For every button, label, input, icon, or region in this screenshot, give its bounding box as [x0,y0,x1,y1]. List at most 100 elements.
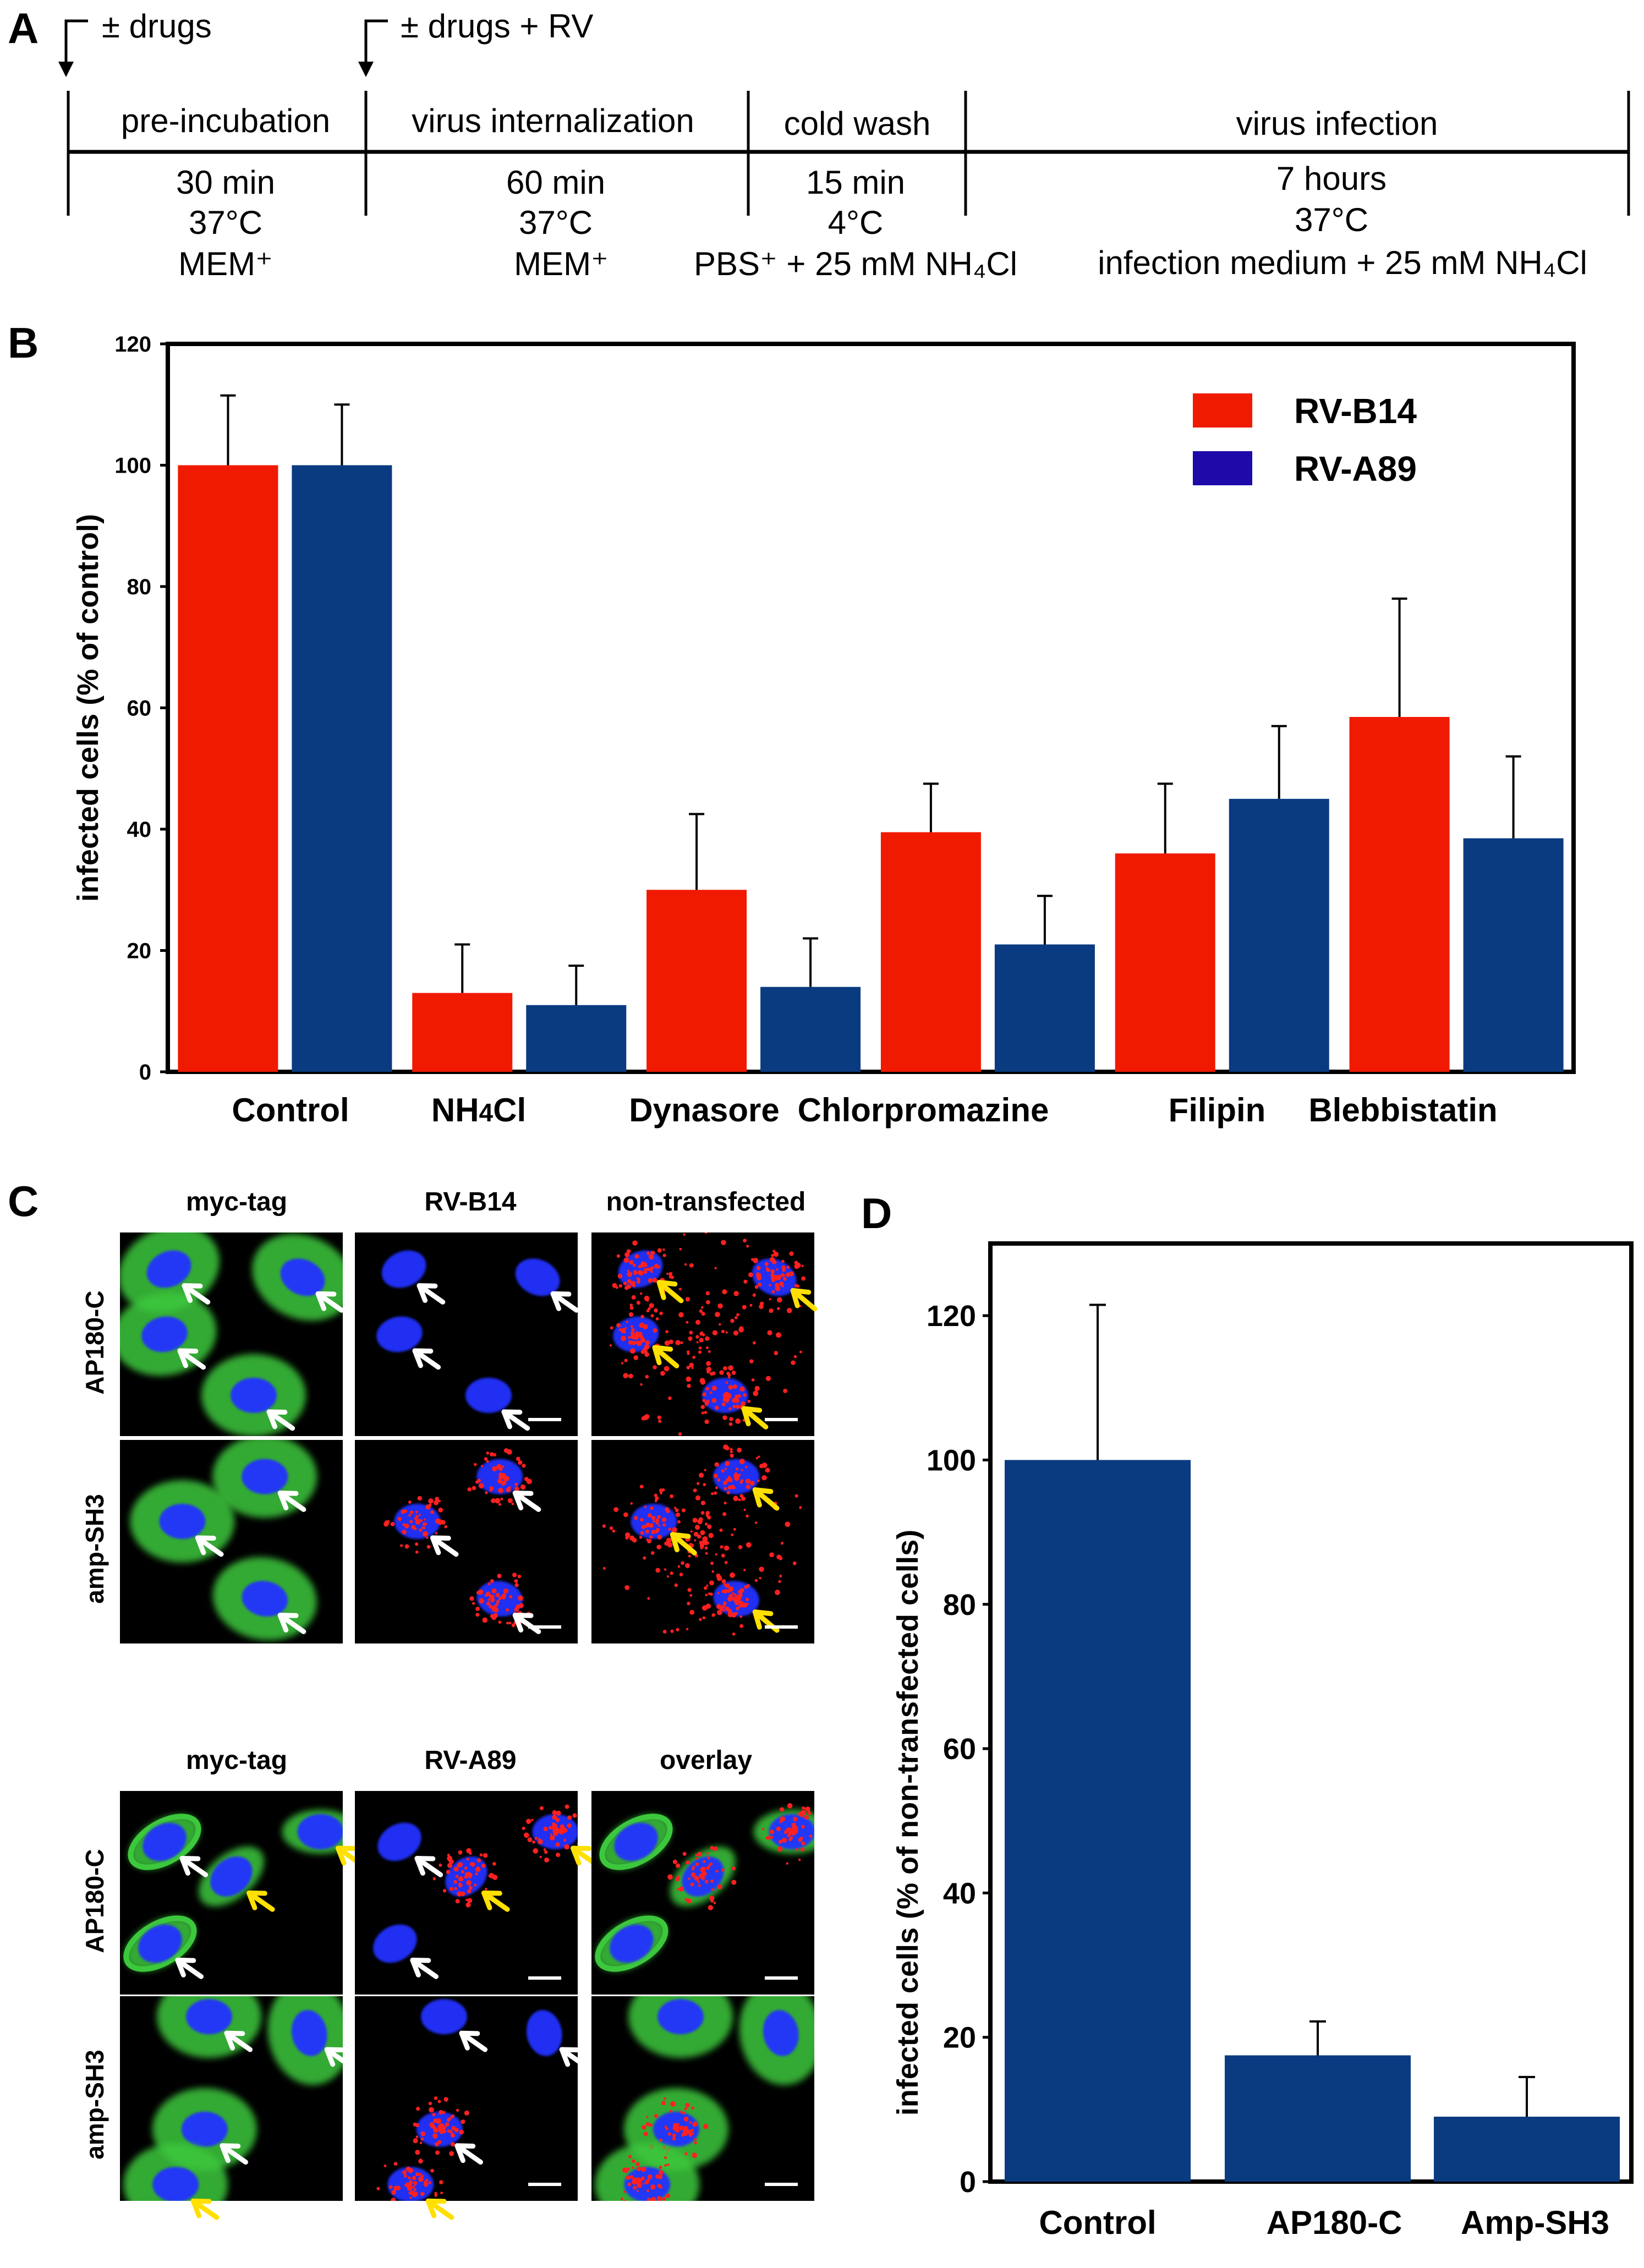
nucleus [763,2010,799,2056]
virus-particle [461,1870,464,1873]
y-tick-label: 80 [127,575,152,599]
virus-particle [730,1484,735,1489]
virus-particle [698,1346,702,1350]
virus-particle [631,1295,636,1300]
virus-particle [630,1325,633,1328]
virus-particle [648,1513,652,1518]
virus-particle [815,1852,818,1854]
virus-particle [646,2116,649,2118]
virus-particle [735,1467,739,1471]
virus-particle [523,1832,529,1838]
virus-particle [665,1507,670,1511]
virus-particle [509,1595,513,1599]
virus-particle [636,1301,640,1305]
virus-particle [420,2192,425,2196]
virus-particle [783,1388,788,1393]
bar-rv-b14 [1349,717,1450,1072]
virus-particle [743,1279,748,1284]
virus-particle [714,1267,717,1270]
virus-particle [629,2175,634,2179]
nucleus [242,1459,288,1494]
virus-particle [650,1506,654,1510]
virus-particle [430,2168,434,2173]
virus-particle [687,1588,692,1592]
virus-particle [692,2152,698,2159]
virus-particle [650,2184,656,2190]
virus-particle [628,1373,633,1379]
virus-particle [701,1312,705,1316]
virus-particle [467,1898,473,1903]
virus-particle [704,1546,708,1550]
virus-particle [731,1533,734,1536]
virus-particle [695,1319,700,1325]
white-arrow-icon [179,1856,209,1877]
virus-particle [693,1488,697,1493]
virus-particle [703,1483,706,1487]
virus-particle [376,2187,380,2190]
virus-particle [475,1872,478,1876]
virus-particle [479,1598,484,1604]
virus-particle [705,1511,710,1515]
virus-particle [457,1891,462,1897]
virus-particle [408,2177,411,2180]
stage-pre-incubation: pre-incubation 30 min 37°C MEM⁺ [121,102,330,282]
virus-particle [413,2122,417,2127]
virus-particle [458,1883,463,1888]
virus-particle [506,1608,509,1612]
virus-particle [644,2180,649,2185]
virus-particle [736,1313,739,1317]
virus-particle [644,1414,650,1420]
virus-particle [632,2185,637,2190]
virus-particle [665,1330,668,1334]
virus-particle [647,2204,649,2206]
virus-particle [646,1267,650,1272]
virus-particle [408,2168,413,2173]
virus-particle [501,1595,506,1600]
virus-particle [514,1486,519,1492]
virus-particle [502,1480,507,1485]
virus-particle [409,2196,412,2199]
x-category-label: Blebbistatin [1308,1092,1497,1128]
x-category-label: Dynasore [629,1092,779,1128]
virus-particle [609,1526,613,1530]
virus-particle [764,1262,769,1266]
virus-particle [721,1868,725,1872]
virus-particle [667,2163,670,2166]
virus-particle [706,1584,709,1587]
virus-particle [711,1613,716,1617]
virus-particle [746,1514,749,1518]
nucleus [421,1999,467,2035]
virus-particle [497,1478,502,1484]
virus-particle [685,1563,691,1568]
virus-particle [475,1866,481,1872]
virus-particle [743,1239,747,1243]
virus-particle [676,1512,681,1518]
virus-particle [754,1285,759,1289]
virus-particle [798,1858,801,1861]
virus-particle [727,1612,733,1618]
virus-particle [684,1898,688,1901]
virus-particle [417,1495,422,1501]
virus-particle [765,1376,771,1381]
virus-particle [506,1487,511,1493]
nucleus [377,1822,421,1861]
virus-particle [676,1863,681,1868]
virus-particle [742,1305,747,1310]
virus-particle [543,1848,546,1851]
x-category-label: Amp-SH3 [1461,2204,1609,2241]
virus-particle [419,2141,423,2144]
virus-particle [645,1529,650,1533]
chart-b: 0 20 40 60 80 100 120 infected cells (% of cont… [72,332,1576,1128]
virus-particle [804,1815,809,1820]
virus-particle [653,1365,657,1369]
virus-particle [643,1556,646,1560]
virus-particle [729,1417,733,1421]
virus-particle [639,1292,643,1295]
bar-rv-b14 [646,890,747,1072]
y-tick-label: 40 [943,1877,976,1910]
virus-particle [450,1887,454,1891]
virus-particle [469,1596,474,1601]
virus-particle [413,2181,418,2185]
virus-particle [738,1590,743,1595]
virus-particle [705,1593,708,1597]
